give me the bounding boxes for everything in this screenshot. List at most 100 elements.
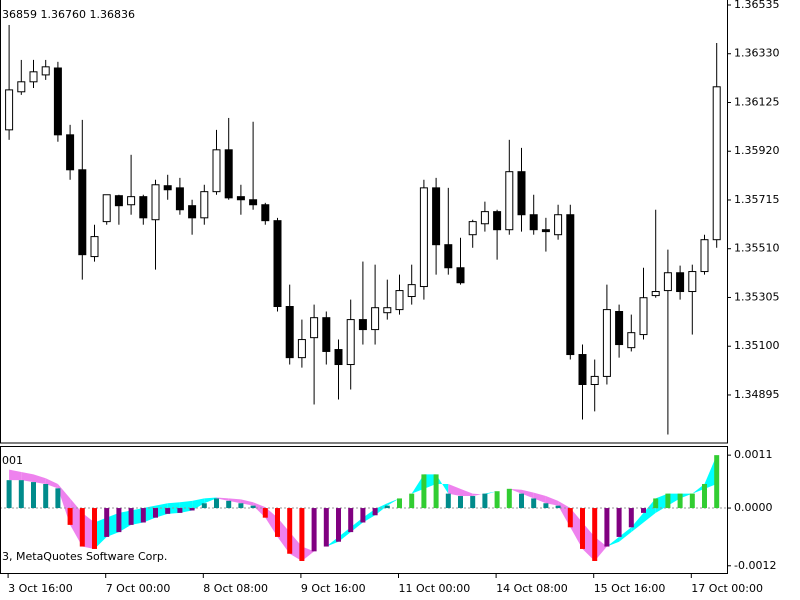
histogram-bar — [421, 474, 427, 509]
y-tick-label: 1.36125 — [734, 95, 780, 108]
signal-area — [643, 498, 656, 523]
histogram-bar — [55, 488, 61, 509]
signal-area — [289, 532, 302, 561]
histogram-bar — [592, 508, 598, 561]
signal-area — [411, 474, 424, 494]
histogram-bar — [31, 482, 36, 509]
y-tick-label: 1.35100 — [734, 339, 780, 352]
y-tick-label: 1.34895 — [734, 388, 780, 401]
signal-area — [143, 505, 156, 523]
candle-body — [456, 267, 465, 284]
histogram-bar — [140, 508, 146, 523]
x-tick-label: 7 Oct 00:00 — [106, 582, 171, 595]
signal-area — [521, 489, 534, 499]
signal-area — [253, 502, 266, 518]
x-tick-label: 9 Oct 16:00 — [301, 582, 366, 595]
histogram-bar — [641, 508, 646, 513]
signal-area — [533, 492, 546, 504]
candle-body — [578, 354, 587, 386]
candle-body — [334, 349, 343, 366]
candle-body — [41, 66, 50, 76]
candle-body — [444, 244, 453, 269]
candle-body — [66, 134, 75, 171]
candle-body — [297, 339, 306, 359]
signal-area — [21, 471, 34, 483]
signal-area — [423, 474, 437, 489]
y-tick-label: 1.35920 — [734, 144, 780, 157]
candle-body — [615, 311, 624, 346]
histogram-bar — [372, 508, 378, 516]
candle-body — [480, 211, 489, 225]
histogram-bar — [189, 508, 195, 511]
histogram-bar — [543, 503, 549, 509]
histogram-bar — [323, 508, 329, 547]
candle-body — [468, 221, 477, 236]
signal-area — [179, 500, 193, 513]
histogram-bar — [531, 498, 537, 509]
histogram-bar — [458, 496, 463, 509]
x-tick-label: 11 Oct 00:00 — [399, 582, 471, 595]
signal-area — [118, 510, 132, 533]
signal-area — [692, 484, 705, 494]
histogram-bar — [43, 484, 49, 509]
signal-area — [570, 508, 583, 549]
histogram-bar — [238, 503, 244, 509]
signal-area — [338, 527, 351, 542]
histogram-bar — [92, 508, 97, 549]
signal-area — [131, 508, 144, 525]
y-tick-label: 0.0011 — [734, 448, 773, 461]
candle-body — [419, 187, 428, 288]
axes: 1.36535 1.36330 1.36125 1.35920 1.35715 1.355… — [7, 0, 780, 595]
histogram-bar — [677, 493, 683, 509]
signal-area — [362, 509, 376, 523]
candle-body — [17, 81, 26, 93]
histogram-bar — [580, 508, 585, 549]
histogram-bar — [409, 493, 415, 509]
signal-area — [82, 512, 95, 549]
histogram-bar — [482, 493, 488, 509]
signal-area — [545, 496, 559, 506]
signal-area — [509, 488, 522, 494]
candle-body — [712, 86, 721, 241]
candle-body — [224, 149, 233, 199]
x-tick-label: 14 Oct 08:00 — [496, 582, 568, 595]
candle-body — [310, 317, 319, 339]
histogram-bar — [336, 508, 341, 542]
histogram-bar — [18, 480, 24, 509]
signal-area — [375, 503, 388, 516]
candle-body — [151, 184, 160, 221]
histogram-bar — [689, 493, 695, 509]
signal-area — [228, 498, 241, 504]
histogram-bar — [653, 498, 659, 509]
x-tick-label: 15 Oct 16:00 — [594, 582, 666, 595]
histogram-bar — [250, 505, 256, 509]
candle-body — [114, 195, 123, 207]
candle-body — [53, 67, 62, 136]
histogram-bar — [6, 480, 12, 509]
candle-body — [663, 272, 672, 292]
histogram-bar — [360, 508, 366, 523]
histogram-bar — [714, 455, 720, 509]
candle-body — [273, 220, 282, 308]
histogram-bar — [275, 508, 280, 537]
x-tick-label: 17 Oct 00:00 — [691, 582, 763, 595]
candle-body — [175, 187, 184, 211]
signal-area — [57, 484, 71, 525]
candle-body — [432, 187, 441, 246]
candle-body — [163, 185, 172, 191]
candle-body — [346, 319, 355, 366]
histogram-bar — [177, 508, 183, 513]
candle-body — [407, 284, 416, 298]
candle-body — [29, 71, 38, 83]
signal-area — [350, 517, 363, 533]
histogram-bar — [311, 508, 317, 552]
candle-body — [395, 290, 404, 311]
histogram-bar — [433, 474, 439, 509]
signal-area — [45, 478, 58, 489]
histogram-bar — [287, 508, 293, 554]
x-tick-label: 3 Oct 16:00 — [8, 582, 73, 595]
histogram-bar — [616, 508, 622, 537]
histogram-bar — [397, 498, 402, 509]
